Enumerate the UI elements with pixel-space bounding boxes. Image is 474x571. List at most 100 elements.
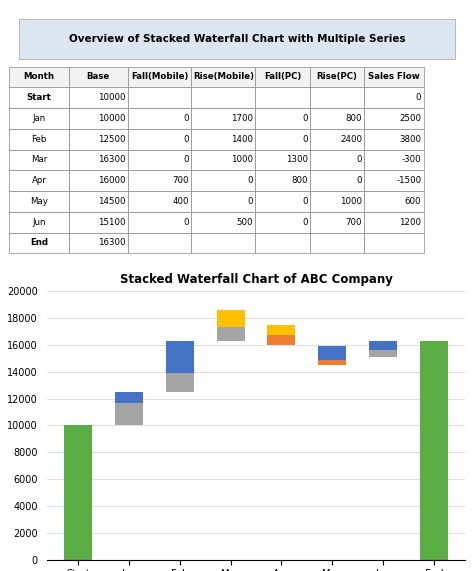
FancyBboxPatch shape bbox=[191, 87, 255, 108]
Bar bbox=[267, 336, 295, 345]
Text: 2500: 2500 bbox=[399, 114, 421, 123]
FancyBboxPatch shape bbox=[128, 232, 191, 254]
Text: 1300: 1300 bbox=[285, 155, 308, 164]
FancyBboxPatch shape bbox=[255, 129, 310, 150]
Bar bbox=[369, 357, 397, 560]
FancyBboxPatch shape bbox=[365, 170, 424, 191]
Bar bbox=[217, 327, 245, 341]
Text: 0: 0 bbox=[302, 135, 308, 144]
FancyBboxPatch shape bbox=[365, 87, 424, 108]
Text: 10000: 10000 bbox=[98, 114, 126, 123]
Text: 15100: 15100 bbox=[98, 218, 126, 227]
FancyBboxPatch shape bbox=[9, 232, 69, 254]
Text: End: End bbox=[30, 239, 48, 247]
Text: Rise(PC): Rise(PC) bbox=[317, 73, 357, 82]
Bar bbox=[64, 425, 92, 560]
FancyBboxPatch shape bbox=[128, 212, 191, 232]
FancyBboxPatch shape bbox=[365, 232, 424, 254]
FancyBboxPatch shape bbox=[255, 191, 310, 212]
FancyBboxPatch shape bbox=[69, 232, 128, 254]
Text: Month: Month bbox=[24, 73, 55, 82]
FancyBboxPatch shape bbox=[69, 87, 128, 108]
Text: 800: 800 bbox=[291, 176, 308, 185]
Bar bbox=[166, 341, 194, 373]
Text: 0: 0 bbox=[356, 155, 362, 164]
Bar bbox=[115, 425, 143, 560]
FancyBboxPatch shape bbox=[9, 87, 69, 108]
Bar bbox=[217, 341, 245, 560]
Text: 400: 400 bbox=[173, 197, 189, 206]
FancyBboxPatch shape bbox=[255, 87, 310, 108]
Bar bbox=[267, 345, 295, 560]
FancyBboxPatch shape bbox=[310, 67, 365, 87]
Text: Fall(Mobile): Fall(Mobile) bbox=[131, 73, 188, 82]
Text: 10000: 10000 bbox=[98, 93, 126, 102]
Text: 1400: 1400 bbox=[231, 135, 253, 144]
Text: 1200: 1200 bbox=[399, 218, 421, 227]
FancyBboxPatch shape bbox=[191, 108, 255, 129]
FancyBboxPatch shape bbox=[191, 150, 255, 170]
FancyBboxPatch shape bbox=[255, 150, 310, 170]
Text: 0: 0 bbox=[184, 135, 189, 144]
FancyBboxPatch shape bbox=[255, 67, 310, 87]
FancyBboxPatch shape bbox=[128, 191, 191, 212]
FancyBboxPatch shape bbox=[191, 67, 255, 87]
FancyBboxPatch shape bbox=[9, 67, 69, 87]
Text: 16000: 16000 bbox=[98, 176, 126, 185]
FancyBboxPatch shape bbox=[69, 170, 128, 191]
Text: 600: 600 bbox=[405, 197, 421, 206]
Text: 0: 0 bbox=[302, 197, 308, 206]
FancyBboxPatch shape bbox=[128, 87, 191, 108]
FancyBboxPatch shape bbox=[255, 108, 310, 129]
Text: 0: 0 bbox=[247, 176, 253, 185]
Text: 12500: 12500 bbox=[98, 135, 126, 144]
Text: 0: 0 bbox=[302, 218, 308, 227]
FancyBboxPatch shape bbox=[69, 129, 128, 150]
FancyBboxPatch shape bbox=[191, 212, 255, 232]
FancyBboxPatch shape bbox=[310, 87, 365, 108]
Bar bbox=[420, 341, 448, 560]
FancyBboxPatch shape bbox=[191, 232, 255, 254]
Text: Rise(Mobile): Rise(Mobile) bbox=[193, 73, 254, 82]
Text: Overview of Stacked Waterfall Chart with Multiple Series: Overview of Stacked Waterfall Chart with… bbox=[69, 34, 405, 44]
Text: Base: Base bbox=[87, 73, 110, 82]
FancyBboxPatch shape bbox=[310, 191, 365, 212]
FancyBboxPatch shape bbox=[9, 191, 69, 212]
Bar bbox=[318, 360, 346, 365]
Text: 700: 700 bbox=[173, 176, 189, 185]
FancyBboxPatch shape bbox=[310, 150, 365, 170]
Text: 800: 800 bbox=[346, 114, 362, 123]
FancyBboxPatch shape bbox=[310, 108, 365, 129]
FancyBboxPatch shape bbox=[128, 170, 191, 191]
Text: 16300: 16300 bbox=[98, 155, 126, 164]
Bar bbox=[267, 325, 295, 336]
Text: 500: 500 bbox=[237, 218, 253, 227]
FancyBboxPatch shape bbox=[191, 191, 255, 212]
Text: 0: 0 bbox=[302, 114, 308, 123]
Text: 0: 0 bbox=[356, 176, 362, 185]
FancyBboxPatch shape bbox=[9, 212, 69, 232]
Bar bbox=[318, 346, 346, 360]
Text: Apr: Apr bbox=[32, 176, 46, 185]
Text: 1000: 1000 bbox=[340, 197, 362, 206]
FancyBboxPatch shape bbox=[365, 150, 424, 170]
Text: 1000: 1000 bbox=[231, 155, 253, 164]
Text: 0: 0 bbox=[184, 218, 189, 227]
FancyBboxPatch shape bbox=[69, 108, 128, 129]
Title: Stacked Waterfall Chart of ABC Company: Stacked Waterfall Chart of ABC Company bbox=[119, 273, 392, 286]
Text: 2400: 2400 bbox=[340, 135, 362, 144]
FancyBboxPatch shape bbox=[128, 108, 191, 129]
Text: Sales Flow: Sales Flow bbox=[368, 73, 420, 82]
Text: 16300: 16300 bbox=[98, 239, 126, 247]
FancyBboxPatch shape bbox=[365, 108, 424, 129]
Text: -1500: -1500 bbox=[396, 176, 421, 185]
Text: Fall(PC): Fall(PC) bbox=[264, 73, 301, 82]
FancyBboxPatch shape bbox=[69, 67, 128, 87]
Bar bbox=[369, 341, 397, 350]
FancyBboxPatch shape bbox=[69, 150, 128, 170]
FancyBboxPatch shape bbox=[191, 170, 255, 191]
FancyBboxPatch shape bbox=[310, 212, 365, 232]
Text: 700: 700 bbox=[346, 218, 362, 227]
FancyBboxPatch shape bbox=[255, 170, 310, 191]
FancyBboxPatch shape bbox=[255, 212, 310, 232]
